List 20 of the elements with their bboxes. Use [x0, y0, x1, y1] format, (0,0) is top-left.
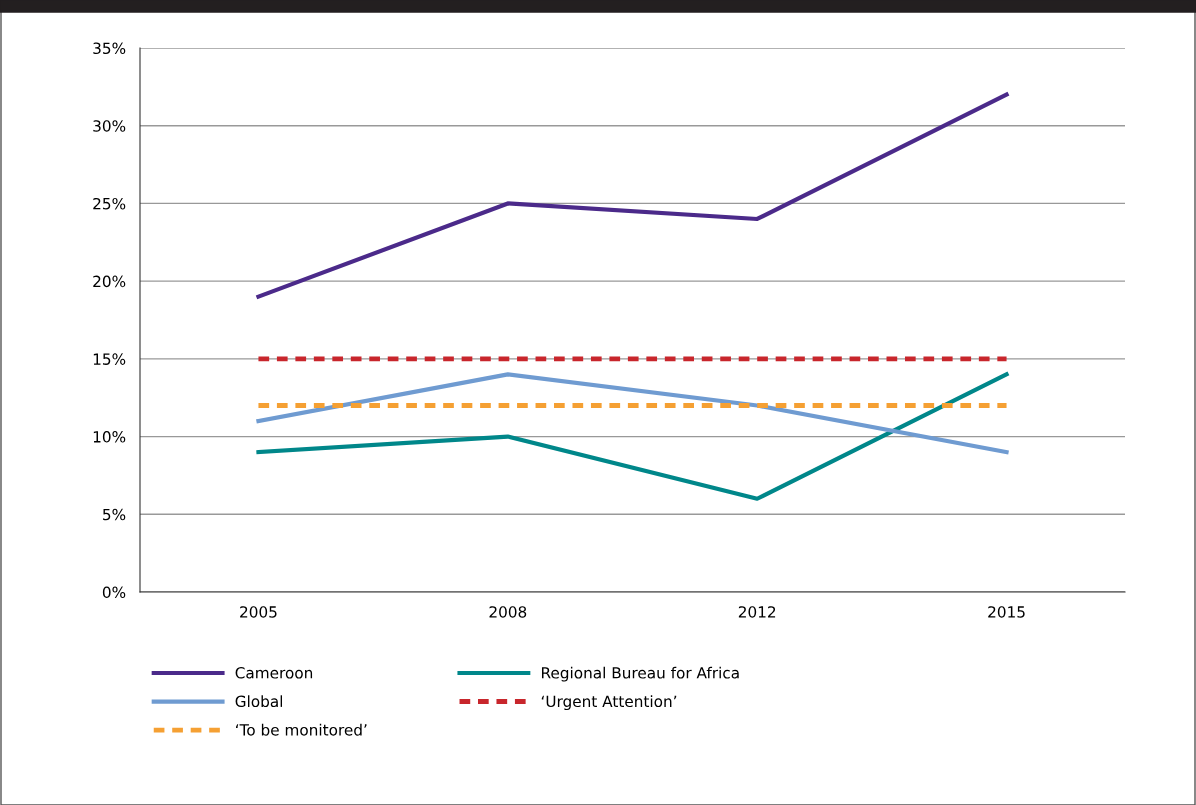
x-tick-label: 2015 [988, 606, 1025, 618]
line-series [256, 372, 1009, 501]
y-tick-label: 0% [102, 586, 126, 599]
y-tick-label: 20% [93, 275, 126, 288]
y-tick-label: 5% [103, 508, 126, 521]
y-tick-label: 35% [93, 42, 126, 55]
x-tick-label: 2005 [240, 606, 277, 618]
y-tick-label: 15% [93, 353, 126, 365]
line-series [256, 372, 1009, 455]
legend-label: Regional Bureau for Africa [541, 666, 739, 682]
x-tick-label: 2012 [738, 606, 776, 618]
y-tick-label: 10% [93, 431, 126, 443]
legend-label: ‘Urgent Attention’ [541, 695, 677, 711]
y-tick-label: 25% [93, 197, 126, 210]
legend-label: Global [235, 695, 283, 708]
y-tick-label: 30% [93, 120, 126, 132]
legend-label: ‘To be monitored’ [236, 723, 367, 736]
legend-label: Cameroon [235, 667, 313, 679]
x-tick-label: 2008 [489, 606, 527, 618]
line-series [256, 92, 1009, 299]
